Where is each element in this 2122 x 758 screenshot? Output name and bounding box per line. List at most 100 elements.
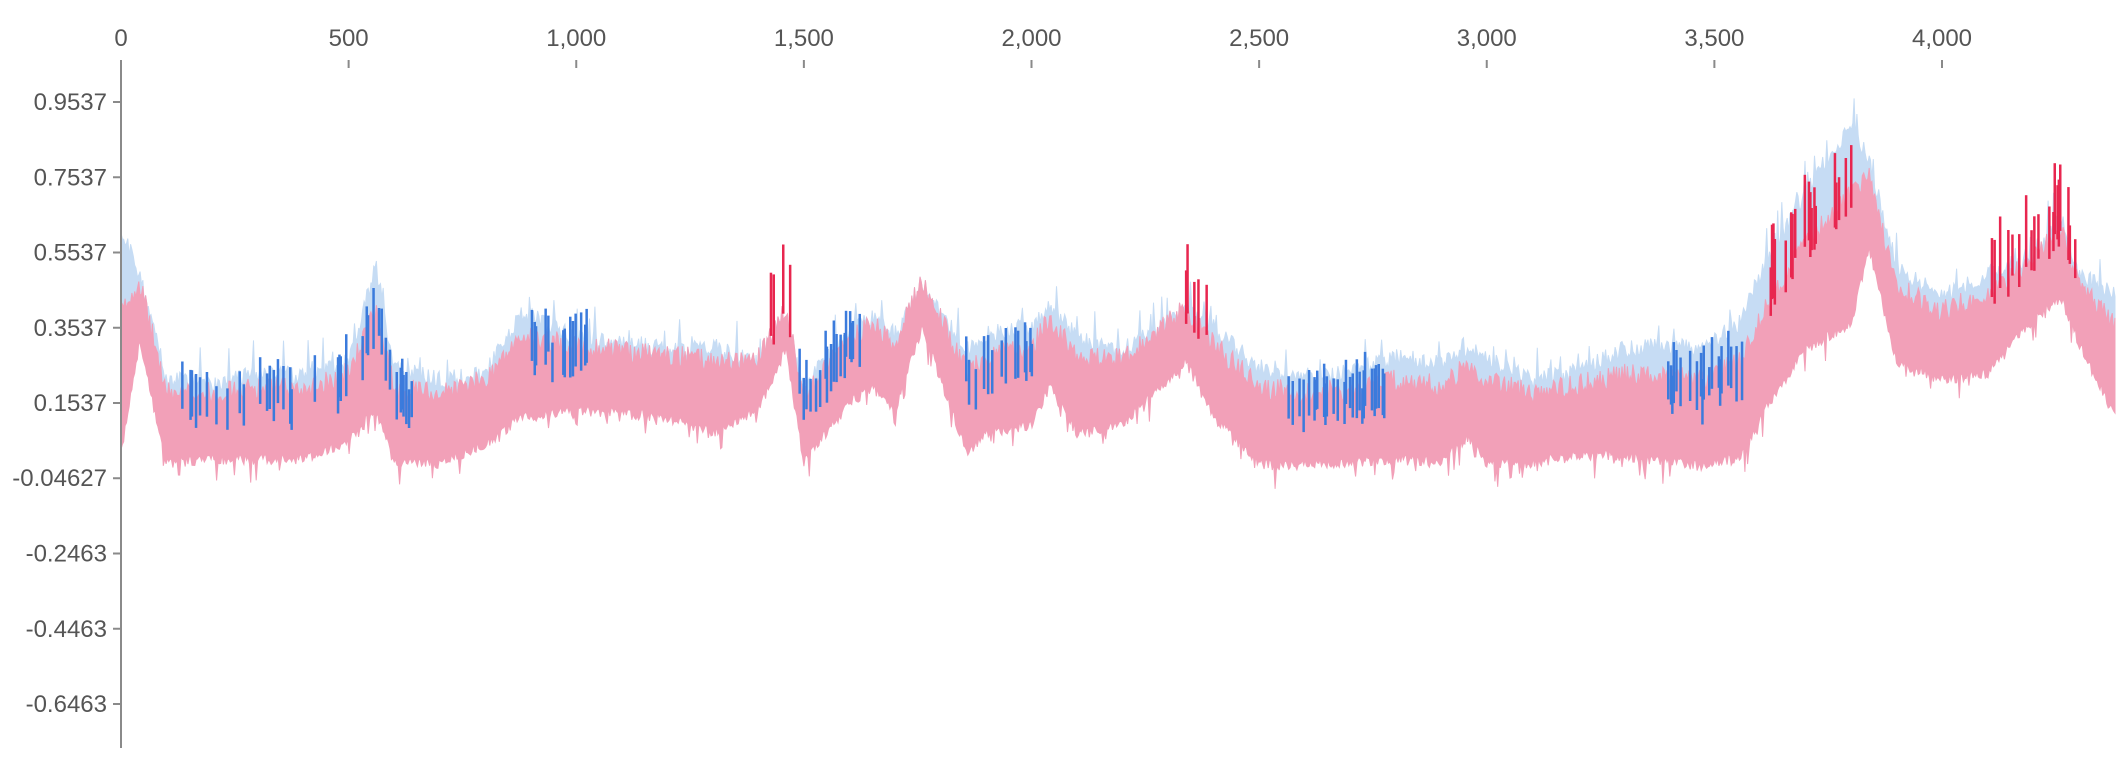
overlap-mark-red: [1813, 187, 1816, 250]
overlap-mark-blue: [547, 315, 550, 352]
overlap-mark-blue: [1701, 379, 1704, 425]
overlap-mark-blue: [991, 350, 994, 394]
overlap-mark-blue: [407, 389, 411, 428]
overlap-mark-red: [772, 274, 775, 345]
overlap-mark-blue: [829, 344, 833, 392]
overlap-mark-red: [1197, 279, 1200, 339]
overlap-mark-blue: [399, 367, 403, 413]
x-tick-label: 3,500: [1684, 25, 1744, 52]
overlap-mark-red: [1186, 244, 1189, 314]
overlap-mark-red: [2007, 230, 2010, 297]
overlap-mark-blue: [574, 313, 577, 367]
overlap-mark-blue: [1708, 367, 1711, 396]
y-tick-label: 0.1537: [34, 390, 107, 417]
overlap-mark-blue: [1316, 370, 1319, 409]
overlap-mark-blue: [1324, 383, 1327, 425]
overlap-mark-blue: [982, 336, 986, 389]
overlap-mark-blue: [1710, 337, 1714, 389]
overlap-mark-blue: [835, 334, 838, 383]
overlap-mark-red: [1844, 158, 1848, 217]
x-tick-label: 3,000: [1457, 25, 1517, 52]
overlap-mark-blue: [986, 335, 990, 395]
overlap-mark-blue: [839, 334, 842, 377]
overlap-mark-blue: [1729, 346, 1733, 389]
y-tick-label: -0.6463: [26, 691, 107, 718]
overlap-mark-blue: [1016, 330, 1020, 378]
overlap-mark-red: [2030, 230, 2033, 271]
overlap-mark-blue: [388, 349, 392, 390]
x-tick-label: 0: [114, 25, 127, 52]
overlap-mark-blue: [798, 348, 801, 394]
overlap-mark-blue: [1343, 381, 1346, 424]
overlap-mark-blue: [1298, 378, 1301, 417]
overlap-mark-blue: [205, 372, 209, 417]
overlap-mark-blue: [372, 288, 375, 349]
overlap-mark-blue: [345, 334, 348, 397]
overlap-mark-red: [1772, 223, 1775, 298]
y-tick-label: 0.7537: [34, 164, 107, 191]
overlap-mark-red: [1791, 213, 1794, 280]
overlap-mark-blue: [181, 361, 184, 409]
overlap-mark-red: [2057, 179, 2061, 247]
overlap-mark-blue: [579, 312, 583, 371]
overlap-mark-blue: [1667, 361, 1670, 400]
overlap-mark-blue: [215, 386, 218, 425]
overlap-mark-red: [2053, 163, 2056, 235]
overlap-mark-red: [1835, 182, 1838, 230]
overlap-mark-blue: [965, 336, 968, 382]
y-tick-label: 0.9537: [34, 89, 107, 116]
overlap-mark-blue: [194, 374, 198, 428]
overlap-mark-red: [1773, 239, 1777, 305]
overlap-mark-blue: [571, 321, 575, 377]
overlap-mark-red: [1769, 267, 1772, 316]
overlap-mark-blue: [1014, 327, 1017, 379]
overlap-mark-blue: [366, 315, 370, 356]
overlap-mark-blue: [1720, 346, 1723, 394]
overlap-mark-blue: [365, 306, 368, 354]
overlap-mark-red: [1807, 181, 1811, 241]
overlap-mark-red: [1833, 153, 1837, 228]
overlap-mark-blue: [361, 336, 364, 381]
overlap-mark-blue: [1717, 356, 1721, 388]
overlap-mark-blue: [395, 372, 398, 420]
overlap-mark-blue: [1336, 379, 1339, 421]
overlap-mark-red: [2011, 234, 2014, 276]
overlap-mark-blue: [584, 324, 587, 366]
overlap-mark-blue: [1374, 365, 1378, 409]
overlap-mark-blue: [1695, 361, 1699, 410]
y-tick-label: -0.2463: [26, 541, 107, 568]
overlap-mark-blue: [402, 375, 405, 417]
overlap-mark-blue: [313, 355, 317, 402]
overlap-mark-red: [1803, 174, 1807, 247]
overlap-mark-blue: [258, 357, 262, 404]
overlap-mark-blue: [967, 359, 971, 405]
overlap-mark-red: [1784, 240, 1787, 293]
overlap-mark-blue: [1025, 341, 1028, 381]
overlap-mark-blue: [401, 358, 404, 410]
overlap-mark-red: [2024, 195, 2028, 267]
overlap-mark-blue: [569, 316, 572, 378]
overlap-mark-red: [2059, 164, 2062, 231]
overlap-mark-blue: [814, 378, 818, 412]
overlap-mark-red: [1990, 238, 1994, 297]
overlap-mark-blue: [1355, 359, 1359, 419]
overlap-mark-blue: [290, 389, 293, 430]
overlap-mark-blue: [1029, 327, 1032, 373]
overlap-mark-red: [1814, 205, 1817, 244]
x-tick-label: 1,000: [546, 25, 606, 52]
overlap-mark-blue: [1671, 375, 1674, 414]
overlap-mark-blue: [1675, 350, 1678, 392]
overlap-mark-red: [2037, 214, 2040, 259]
overlap-mark-blue: [190, 370, 194, 417]
overlap-mark-blue: [1727, 330, 1730, 386]
overlap-mark-blue: [1358, 371, 1361, 411]
overlap-mark-blue: [1000, 340, 1003, 377]
overlap-mark-blue: [533, 322, 536, 376]
overlap-mark-blue: [1381, 368, 1385, 416]
overlap-mark-blue: [1699, 352, 1703, 397]
plot-area: [120, 98, 2116, 489]
overlap-mark-blue: [1302, 379, 1305, 433]
overlap-mark-red: [2067, 187, 2070, 260]
overlap-mark-blue: [1679, 357, 1682, 407]
